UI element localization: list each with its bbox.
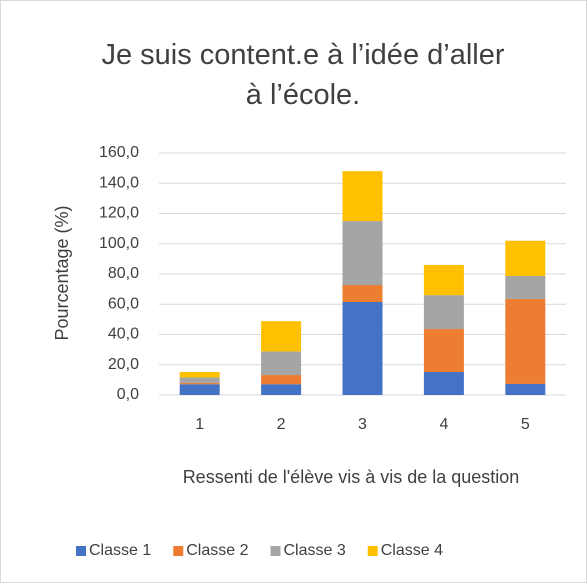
y-tick-label: 120,0 bbox=[99, 205, 139, 222]
y-tick-label: 140,0 bbox=[99, 174, 139, 191]
x-tick-label: 5 bbox=[521, 416, 530, 433]
y-axis-title: Pourcentage (%) bbox=[52, 205, 72, 340]
legend-swatch bbox=[76, 546, 86, 556]
bar-segment bbox=[342, 301, 383, 395]
x-tick-label: 2 bbox=[277, 416, 286, 433]
legend-swatch bbox=[270, 546, 281, 556]
legend-swatch bbox=[173, 546, 184, 556]
bar-segment bbox=[261, 375, 302, 385]
bar-segment bbox=[505, 298, 546, 384]
bar-segment bbox=[261, 384, 302, 395]
bar-segment bbox=[342, 285, 383, 302]
bar-segment bbox=[342, 171, 383, 222]
bar-segment bbox=[423, 295, 464, 330]
bar-segment bbox=[179, 382, 220, 385]
x-tick-label: 3 bbox=[358, 416, 367, 433]
y-tick-label: 60,0 bbox=[108, 295, 139, 312]
bar-segment bbox=[179, 372, 220, 378]
bar-segment bbox=[423, 372, 464, 395]
bar-segment bbox=[179, 384, 220, 395]
bar-segment bbox=[505, 275, 546, 299]
y-tick-label: 20,0 bbox=[108, 356, 139, 373]
legend-label: Classe 4 bbox=[381, 542, 443, 559]
bar-segment bbox=[505, 240, 546, 276]
y-tick-label: 0,0 bbox=[117, 386, 139, 403]
bar-segment bbox=[423, 329, 464, 373]
chart-title: Je suis content.e à l’idée d’aller à l’é… bbox=[101, 39, 505, 111]
bar-segment bbox=[505, 383, 546, 395]
y-tick-label: 80,0 bbox=[108, 265, 139, 282]
x-tick-label: 4 bbox=[439, 416, 448, 433]
legend-label: Classe 3 bbox=[284, 542, 346, 559]
legend-swatch bbox=[367, 546, 378, 556]
y-tick-label: 40,0 bbox=[108, 326, 139, 343]
legend-label: Classe 2 bbox=[186, 542, 248, 559]
bar-segment bbox=[261, 351, 302, 376]
bar-segment bbox=[342, 221, 383, 286]
legend-label: Classe 1 bbox=[89, 542, 151, 559]
bar-segment bbox=[261, 321, 302, 352]
y-tick-label: 100,0 bbox=[99, 235, 139, 252]
y-tick-label: 160,0 bbox=[99, 144, 139, 161]
bar-segment bbox=[179, 377, 220, 383]
x-axis-title: Ressenti de l'élève vis à vis de la ques… bbox=[183, 467, 520, 487]
x-tick-label: 1 bbox=[195, 416, 204, 433]
bar-segment bbox=[423, 264, 464, 296]
